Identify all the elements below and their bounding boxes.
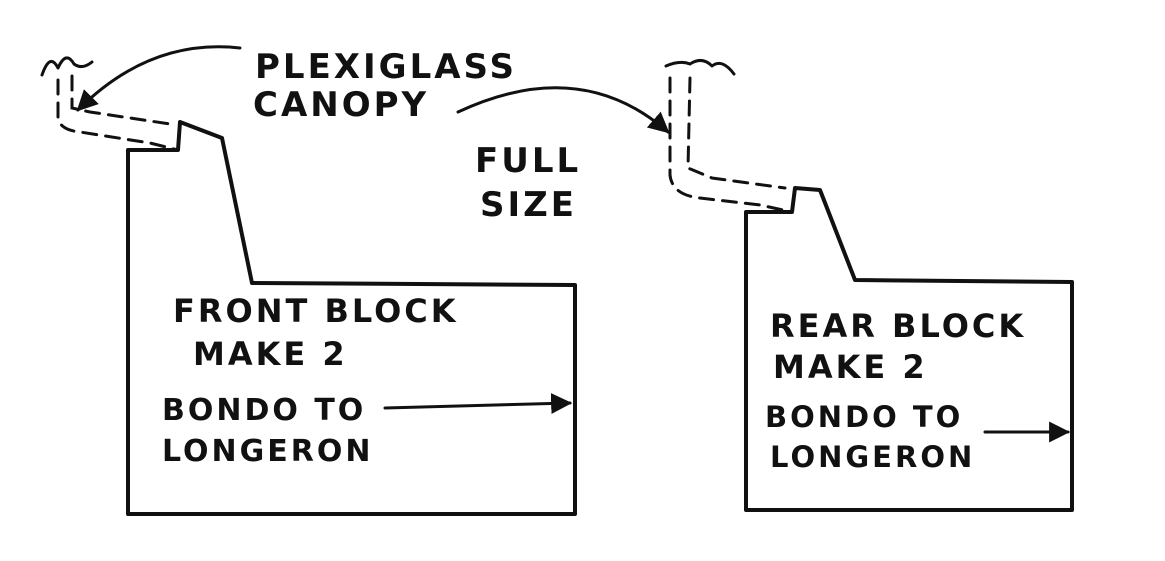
rear-block-quantity: MAKE 2 bbox=[773, 348, 928, 386]
full-label: FULL bbox=[475, 141, 581, 181]
plexiglass-leader-arrow-rear bbox=[456, 86, 670, 134]
front-block-outline bbox=[126, 120, 577, 516]
rear-canopy-dashed-outline bbox=[668, 76, 794, 214]
front-bondo-arrow bbox=[383, 393, 573, 415]
front-block-title: FRONT BLOCK bbox=[173, 292, 459, 330]
rear-block-outline bbox=[744, 186, 1074, 512]
front-block-note-line2: LONGERON bbox=[162, 434, 374, 469]
plexiglass-label: PLEXIGLASS bbox=[255, 47, 517, 87]
rear-canopy-break-mark bbox=[664, 59, 736, 76]
rear-canopy-dashed-inner bbox=[686, 76, 787, 190]
rear-block-note-line1: BONDO TO bbox=[765, 400, 963, 434]
plexiglass-leader-arrow-front bbox=[76, 45, 242, 112]
front-block-quantity: MAKE 2 bbox=[193, 335, 348, 373]
front-canopy-break-mark bbox=[40, 56, 94, 77]
size-label: SIZE bbox=[480, 185, 577, 225]
rear-block-note-line2: LONGERON bbox=[770, 440, 975, 474]
front-canopy-dashed-inner bbox=[70, 74, 172, 126]
front-block-note-line1: BONDO TO bbox=[162, 393, 366, 428]
front-canopy-dashed-outline bbox=[56, 78, 180, 152]
canopy-label: CANOPY bbox=[253, 85, 429, 125]
rear-block-title: REAR BLOCK bbox=[770, 307, 1026, 345]
